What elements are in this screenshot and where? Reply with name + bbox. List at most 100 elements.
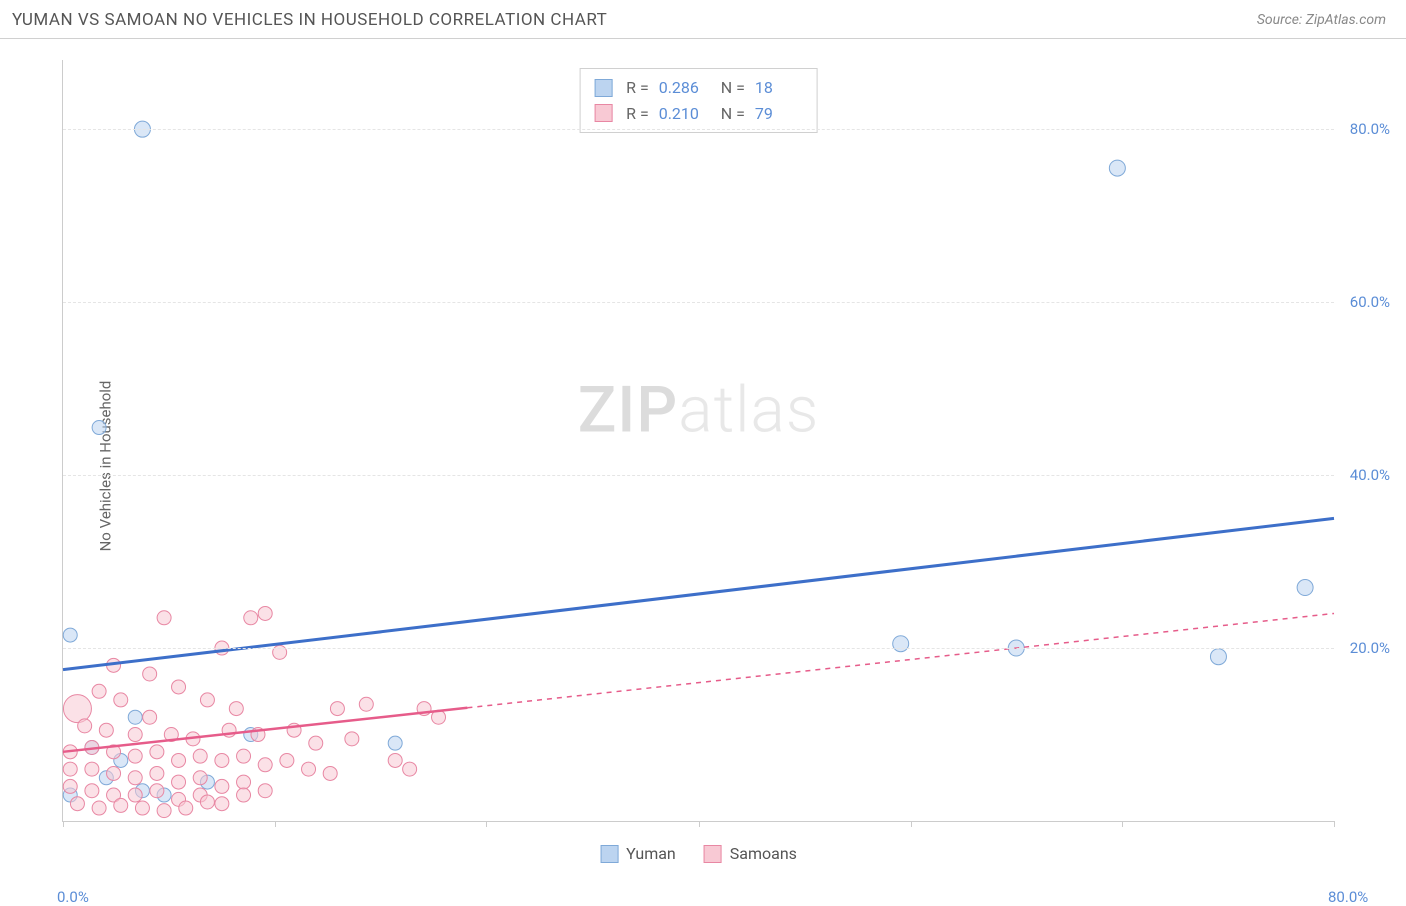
- data-point: [157, 804, 171, 818]
- plot-svg: [63, 60, 1334, 821]
- x-tick: [63, 821, 64, 827]
- data-point: [893, 636, 909, 652]
- x-tick: [1334, 821, 1335, 827]
- data-point: [237, 749, 251, 763]
- plot-area: ZIPatlas R =0.286N =18R =0.210N =79 Yuma…: [62, 60, 1334, 822]
- data-point: [128, 749, 142, 763]
- gridline: [63, 129, 1334, 130]
- data-point: [63, 628, 77, 642]
- data-point: [143, 667, 157, 681]
- data-point: [193, 749, 207, 763]
- gridline: [63, 475, 1334, 476]
- data-point: [258, 784, 272, 798]
- data-point: [215, 797, 229, 811]
- data-point: [128, 788, 142, 802]
- y-tick-label: 40.0%: [1350, 466, 1390, 484]
- data-point: [114, 798, 128, 812]
- data-point: [143, 710, 157, 724]
- gridline: [63, 302, 1334, 303]
- x-tick-label: 80.0%: [1328, 888, 1368, 906]
- data-point: [70, 797, 84, 811]
- data-point: [1210, 649, 1226, 665]
- y-tick-label: 80.0%: [1350, 120, 1390, 138]
- data-point: [1297, 580, 1313, 596]
- x-tick-label: 0.0%: [57, 888, 89, 906]
- stat-r-value: 0.210: [659, 101, 707, 127]
- x-tick: [911, 821, 912, 827]
- stat-n-label: N =: [721, 75, 745, 101]
- regression-line: [63, 518, 1334, 669]
- y-tick-label: 60.0%: [1350, 293, 1390, 311]
- data-point: [280, 753, 294, 767]
- legend-swatch: [600, 845, 618, 863]
- data-point: [237, 788, 251, 802]
- data-point: [345, 732, 359, 746]
- data-point: [388, 736, 402, 750]
- data-point: [179, 801, 193, 815]
- data-point: [63, 779, 77, 793]
- stat-r-label: R =: [626, 75, 649, 101]
- data-point: [172, 753, 186, 767]
- data-point: [330, 702, 344, 716]
- data-point: [244, 611, 258, 625]
- legend-label: Samoans: [730, 844, 797, 863]
- legend-swatch: [594, 79, 612, 97]
- data-point: [359, 697, 373, 711]
- data-point: [200, 693, 214, 707]
- data-point: [193, 771, 207, 785]
- data-point: [229, 702, 243, 716]
- data-point: [92, 421, 106, 435]
- gridline: [63, 648, 1334, 649]
- data-point: [258, 606, 272, 620]
- chart-title: YUMAN VS SAMOAN NO VEHICLES IN HOUSEHOLD…: [12, 10, 607, 30]
- stats-row: R =0.210N =79: [594, 101, 803, 127]
- x-tick: [486, 821, 487, 827]
- data-point: [63, 762, 77, 776]
- legend-swatch: [594, 104, 612, 122]
- data-point: [237, 775, 251, 789]
- data-point: [150, 784, 164, 798]
- stat-r-label: R =: [626, 101, 649, 127]
- data-point: [388, 753, 402, 767]
- data-point: [150, 766, 164, 780]
- data-point: [92, 684, 106, 698]
- legend-item: Samoans: [704, 844, 797, 863]
- x-tick: [699, 821, 700, 827]
- data-point: [107, 766, 121, 780]
- bottom-legend: Yuman Samoans: [600, 844, 797, 863]
- stat-n-value: 79: [755, 101, 803, 127]
- data-point: [150, 745, 164, 759]
- data-point: [309, 736, 323, 750]
- regression-line: [63, 708, 467, 752]
- data-point: [258, 758, 272, 772]
- legend-item: Yuman: [600, 844, 676, 863]
- stat-n-value: 18: [755, 75, 803, 101]
- x-tick: [1122, 821, 1123, 827]
- legend-label: Yuman: [626, 844, 676, 863]
- x-tick: [275, 821, 276, 827]
- data-point: [114, 693, 128, 707]
- data-point: [403, 762, 417, 776]
- data-point: [85, 762, 99, 776]
- stats-row: R = 0.286 N = 18: [594, 75, 803, 101]
- chart-source: Source: ZipAtlas.com: [1257, 12, 1386, 28]
- data-point: [99, 723, 113, 737]
- data-point: [128, 771, 142, 785]
- data-point: [172, 775, 186, 789]
- data-point: [1109, 160, 1125, 176]
- data-point: [92, 801, 106, 815]
- regression-line-dashed: [467, 613, 1334, 707]
- data-point: [128, 710, 142, 724]
- chart-header: YUMAN VS SAMOAN NO VEHICLES IN HOUSEHOLD…: [0, 0, 1406, 39]
- stats-box: R = 0.286 N = 18R = 0.210 N = 79: [579, 68, 818, 133]
- legend-swatch: [704, 845, 722, 863]
- data-point: [200, 795, 214, 809]
- data-point: [215, 779, 229, 793]
- stat-r-value: 0.286: [659, 75, 707, 101]
- data-point: [302, 762, 316, 776]
- data-point: [323, 766, 337, 780]
- data-point: [135, 801, 149, 815]
- y-tick-label: 20.0%: [1350, 639, 1390, 657]
- data-point: [128, 728, 142, 742]
- data-point: [78, 719, 92, 733]
